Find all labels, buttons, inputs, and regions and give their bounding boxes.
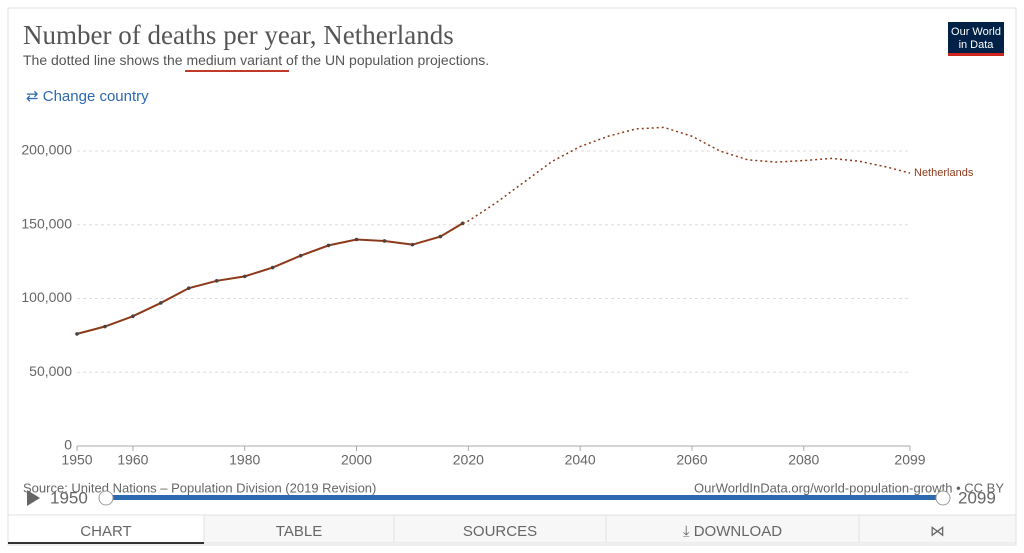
x-tick-label: 2060 xyxy=(676,452,707,468)
point xyxy=(298,253,303,258)
logo[interactable] xyxy=(948,22,1004,56)
tab[interactable] xyxy=(858,514,1017,544)
timeline-track xyxy=(106,495,943,500)
tab[interactable] xyxy=(203,514,395,544)
x-tick-label: 2000 xyxy=(341,452,372,468)
point xyxy=(214,279,219,283)
projection-line xyxy=(462,126,911,224)
source: Source: United Nations – Population Divi… xyxy=(23,480,376,495)
tab-label: ⋈ xyxy=(930,523,945,540)
x-tick-label: 2020 xyxy=(453,452,484,468)
tab-label: CHART xyxy=(80,523,131,540)
y-tick-label: 50,000 xyxy=(29,363,72,379)
timeline-end: 2099 xyxy=(958,488,996,507)
y-tick-label: 150,000 xyxy=(21,215,72,231)
tab-label: TABLE xyxy=(276,523,322,540)
x-tick-label: 2040 xyxy=(565,452,596,468)
y-tick-label: 0 xyxy=(64,437,72,453)
point xyxy=(438,234,443,239)
x-tick-label: 1960 xyxy=(117,452,148,468)
tab[interactable] xyxy=(605,514,860,544)
url: OurWorldInData.org/world-population-grow… xyxy=(694,480,1004,495)
timeline-start: 1950 xyxy=(50,488,88,507)
point xyxy=(242,274,247,279)
x-tick-label: 1980 xyxy=(229,452,260,468)
y-tick-label: 200,000 xyxy=(21,142,72,158)
frame xyxy=(7,7,1017,546)
subtitle: The dotted line shows the medium variant… xyxy=(23,52,489,68)
timeline-handle[interactable] xyxy=(98,490,114,506)
timeline-handle[interactable] xyxy=(935,490,951,506)
series-label: Netherlands xyxy=(914,167,974,179)
point xyxy=(131,314,135,319)
chart-title: Number of deaths per year, Netherlands xyxy=(23,20,454,50)
point xyxy=(270,265,275,270)
x-tick-label: 2080 xyxy=(788,452,819,468)
tab-label: SOURCES xyxy=(463,523,537,540)
point xyxy=(187,286,191,290)
point xyxy=(75,332,79,336)
y-tick-label: 100,000 xyxy=(21,289,72,305)
x-tick-label: 1950 xyxy=(61,452,92,468)
logo-text: in Data xyxy=(959,39,995,51)
logo-bar xyxy=(948,53,1004,56)
x-tick-label: 2099 xyxy=(894,452,925,468)
point xyxy=(410,242,415,247)
point xyxy=(354,237,359,242)
point xyxy=(103,324,107,329)
logo-text: Our World xyxy=(951,26,1001,38)
play-button[interactable] xyxy=(27,490,40,506)
point xyxy=(159,301,163,305)
change-country[interactable]: ⇄ Change country xyxy=(26,88,149,105)
point xyxy=(326,243,331,248)
tab-label: ⤓ DOWNLOAD xyxy=(683,523,782,540)
point xyxy=(382,239,387,243)
